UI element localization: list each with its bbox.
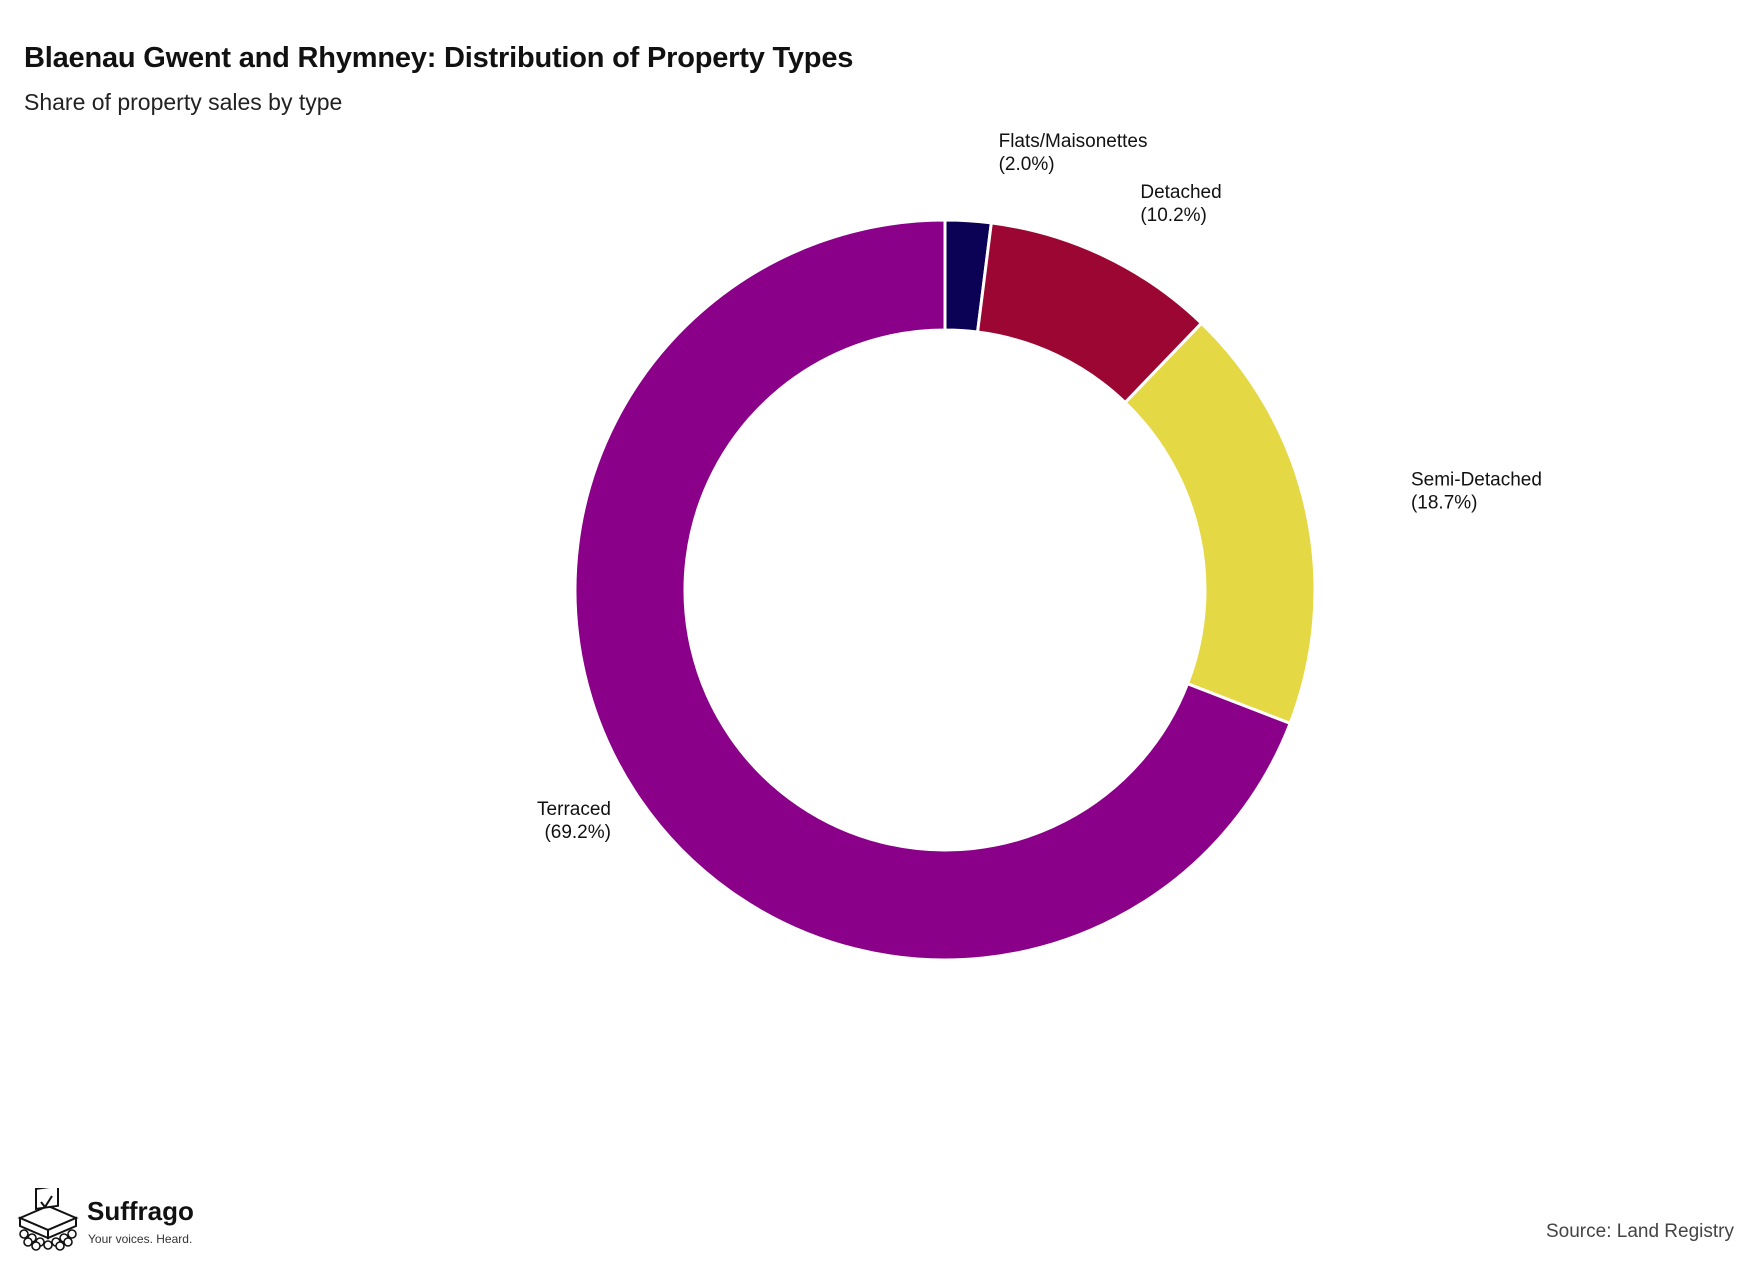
brand-tagline: Your voices. Heard. (88, 1232, 193, 1246)
brand-block: Suffrago Your voices. Heard. (14, 1188, 274, 1258)
chart-subtitle: Share of property sales by type (24, 89, 343, 115)
brand-name: Suffrago (87, 1196, 194, 1226)
slice-label-detached: Detached (10.2%) (1140, 182, 1221, 226)
source-note: Source: Land Registry (1546, 1221, 1734, 1242)
ballot-box-logo-icon (17, 1188, 79, 1251)
donut-slices (573, 218, 1317, 962)
donut-slice-semi-detached (1123, 321, 1317, 726)
chart-title: Blaenau Gwent and Rhymney: Distribution … (24, 42, 854, 74)
donut-slice-terraced (573, 218, 1293, 962)
slice-label-terraced: Terraced (69.2%) (537, 799, 611, 843)
slice-labels: Flats/Maisonettes (2.0%) Detached (10.2%) Se… (537, 131, 1542, 843)
slice-label-flats-maisonettes: Flats/Maisonettes (2.0%) (999, 131, 1148, 175)
slice-label-semi-detached: Semi-Detached (18.7%) (1411, 469, 1542, 513)
